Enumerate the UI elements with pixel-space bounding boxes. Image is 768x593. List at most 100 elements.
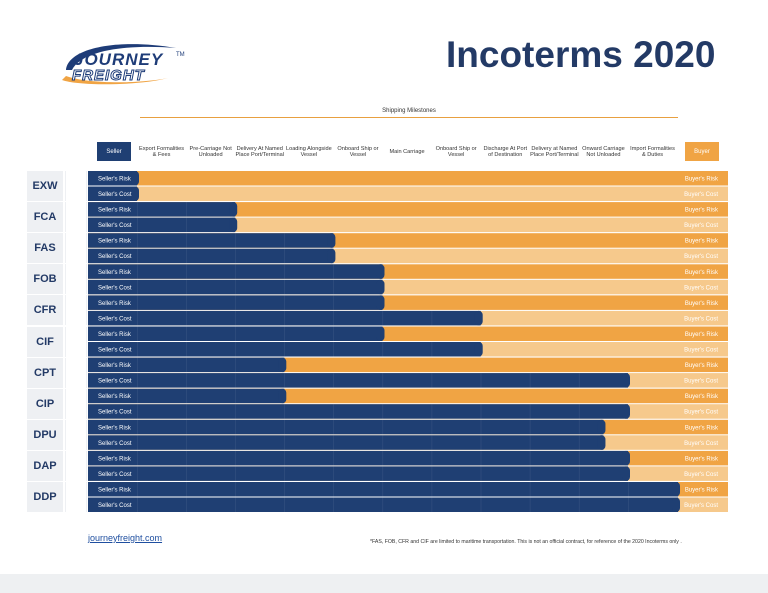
logo-swoosh-icon xyxy=(62,44,176,85)
column-gridline xyxy=(235,310,236,326)
column-gridline xyxy=(628,482,629,497)
buyer-risk-bar xyxy=(88,202,728,217)
seller-risk-bar-end xyxy=(376,295,385,310)
column-gridline xyxy=(137,233,138,248)
seller-cost-label: Seller's Cost xyxy=(98,441,132,447)
seller-cost-label: Seller's Cost xyxy=(98,503,132,509)
seller-cost-label: Seller's Cost xyxy=(98,316,132,322)
column-gridline xyxy=(235,295,236,310)
column-gridline xyxy=(333,435,334,450)
seller-cost-bar-end xyxy=(622,466,630,481)
seller-cost-bar-end xyxy=(474,342,483,357)
column-gridline xyxy=(235,450,236,466)
column-gridline xyxy=(578,373,580,388)
column-gridline xyxy=(382,404,384,419)
seller-cost-bar-end xyxy=(672,497,680,512)
column-gridline xyxy=(333,450,334,466)
website-link[interactable]: journeyfreight.com xyxy=(88,533,163,543)
column-gridline xyxy=(137,482,138,497)
column-gridline xyxy=(235,326,236,341)
column-gridline xyxy=(235,466,236,481)
milestone-header: Import Formalities & Duties xyxy=(630,145,675,158)
seller-cost-bar-end xyxy=(327,248,336,264)
column-gridline xyxy=(235,435,236,450)
column-gridline xyxy=(284,404,285,419)
column-gridline xyxy=(235,497,236,512)
seller-risk-bar xyxy=(88,202,236,217)
shipping-milestones-divider xyxy=(140,117,678,118)
seller-cost-bar xyxy=(88,435,604,450)
buyer-risk-label: Buyer's Risk xyxy=(685,363,719,369)
column-gridline xyxy=(186,342,187,357)
transport-mode-cell xyxy=(65,450,87,481)
seller-risk-bar xyxy=(88,482,678,497)
column-gridline xyxy=(382,342,384,357)
seller-cost-bar-end xyxy=(597,435,606,450)
column-gridline xyxy=(431,435,433,450)
column-gridline xyxy=(186,264,187,279)
seller-cost-label: Seller's Cost xyxy=(98,410,132,416)
milestone-header: Delivery at Named Place Port/Terminal xyxy=(530,145,579,158)
transport-mode-cell xyxy=(65,264,87,295)
column-gridline xyxy=(186,373,187,388)
seller-risk-label: Seller's Risk xyxy=(98,239,132,245)
column-gridline xyxy=(431,482,433,497)
seller-risk-bar xyxy=(88,388,285,404)
seller-cost-bar-end xyxy=(131,186,139,201)
journey-freight-logo: JOURNEY FREIGHT TM xyxy=(48,40,188,88)
seller-risk-bar xyxy=(88,295,383,310)
column-gridline xyxy=(529,373,531,388)
column-gridline xyxy=(137,326,138,341)
column-gridline xyxy=(137,450,138,466)
seller-cost-bar xyxy=(88,279,383,295)
buyer-risk-label: Buyer's Risk xyxy=(685,394,719,400)
column-gridline xyxy=(137,295,138,310)
term-code-cfr: CFR xyxy=(27,295,63,326)
term-code-fca: FCA xyxy=(27,202,63,233)
milestone-header: Onboard Ship or Vessel xyxy=(337,145,379,158)
seller-cost-bar xyxy=(88,466,628,481)
column-gridline xyxy=(137,388,138,404)
seller-risk-bar xyxy=(88,450,628,466)
column-gridline xyxy=(284,326,285,341)
column-gridline xyxy=(431,342,433,357)
column-gridline xyxy=(284,233,285,248)
column-gridline xyxy=(186,310,187,326)
buyer-cost-label: Buyer's Cost xyxy=(684,410,718,416)
seller-risk-bar xyxy=(88,357,285,373)
column-gridline xyxy=(284,373,285,388)
column-gridline xyxy=(137,419,138,435)
column-gridline xyxy=(235,357,236,373)
seller-risk-label: Seller's Risk xyxy=(98,425,132,431)
term-code-cif: CIF xyxy=(27,326,63,357)
column-gridline xyxy=(137,466,138,481)
seller-cost-bar xyxy=(88,404,628,419)
milestone-header: Discharge At Port of Destination xyxy=(483,145,527,158)
buyer-cost-label: Buyer's Cost xyxy=(684,379,718,385)
column-gridline xyxy=(186,233,187,248)
column-gridline xyxy=(333,310,334,326)
transport-mode-cell xyxy=(65,388,87,419)
transport-mode-cell xyxy=(65,326,87,357)
column-gridline xyxy=(284,279,285,295)
column-gridline xyxy=(284,310,285,326)
column-gridline xyxy=(578,497,580,512)
term-code-exw: EXW xyxy=(27,171,63,201)
column-gridline xyxy=(235,388,236,404)
transport-mode-cell xyxy=(65,482,87,512)
column-gridline xyxy=(186,497,187,512)
column-gridline xyxy=(235,248,236,264)
buyer-risk-label: Buyer's Risk xyxy=(685,239,719,245)
term-code-dap: DAP xyxy=(27,450,63,481)
buyer-cost-label: Buyer's Cost xyxy=(684,192,718,198)
column-gridline xyxy=(578,466,580,481)
column-gridline xyxy=(186,202,187,217)
buyer-cost-label: Buyer's Cost xyxy=(684,472,718,478)
column-gridline xyxy=(284,466,285,481)
seller-cost-bar xyxy=(88,248,334,264)
milestone-header: Export Formalities & Fees xyxy=(139,145,185,158)
seller-risk-bar xyxy=(88,419,604,435)
column-gridline xyxy=(333,326,334,341)
column-gridline xyxy=(235,482,236,497)
